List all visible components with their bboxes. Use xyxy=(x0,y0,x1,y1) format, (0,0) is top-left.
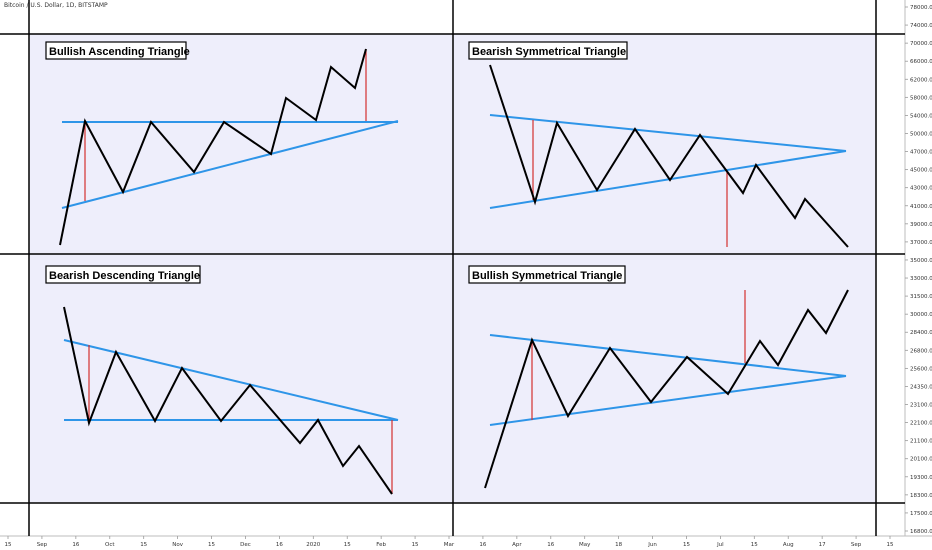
price-tick-label: 70000.00 xyxy=(910,41,932,47)
price-tick-label: 17500.00 xyxy=(910,511,932,517)
trendline xyxy=(489,114,847,152)
price-tick-label: 26800.00 xyxy=(910,348,932,354)
time-tick-label: Jul xyxy=(716,542,724,548)
panel-title-box xyxy=(468,265,626,284)
trendline xyxy=(489,150,847,209)
time-tick-label: 15 xyxy=(887,542,894,548)
price-tick-label: 18300.00 xyxy=(910,493,932,499)
time-tick-label: 15 xyxy=(344,542,351,548)
time-tick-label: Apr xyxy=(512,542,522,548)
time-tick-label: Sep xyxy=(851,542,862,548)
panel-title: Bullish Ascending Triangle xyxy=(49,46,190,58)
price-tick-label: 39000.00 xyxy=(910,222,932,228)
price-tick-label: 35000.00 xyxy=(910,258,932,264)
chart-header: Bitcoin / U.S. Dollar, 1D, BITSTAMP xyxy=(4,2,108,9)
time-tick-label: 16 xyxy=(72,542,79,548)
panel-3-background xyxy=(29,254,453,503)
price-tick-label: 74000.00 xyxy=(910,23,932,29)
price-tick-label: 58000.00 xyxy=(910,95,932,101)
price-tick-label: 23100.00 xyxy=(910,403,932,409)
time-tick-label: 15 xyxy=(751,542,758,548)
panel-title: Bullish Symmetrical Triangle xyxy=(472,270,622,282)
time-tick-label: 16 xyxy=(479,542,486,548)
price-tick-label: 54000.00 xyxy=(910,113,932,119)
time-tick-label: 15 xyxy=(683,542,690,548)
price-tick-label: 37000.00 xyxy=(910,240,932,246)
panel-title-box xyxy=(468,41,628,60)
price-tick-label: 45000.00 xyxy=(910,168,932,174)
price-tick-label: 78000.00 xyxy=(910,5,932,11)
price-tick-label: 47000.00 xyxy=(910,150,932,156)
time-tick-label: Mar xyxy=(444,542,455,548)
price-tick-label: 30000.00 xyxy=(910,312,932,318)
price-tick-label: 16800.00 xyxy=(910,529,932,535)
time-tick-label: 15 xyxy=(412,542,419,548)
time-tick-label: Dec xyxy=(240,542,251,548)
time-tick-label: 16 xyxy=(547,542,554,548)
price-tick-label: 50000.00 xyxy=(910,131,932,137)
price-path xyxy=(484,289,849,489)
price-tick-label: 41000.00 xyxy=(910,204,932,210)
panel-title-box xyxy=(45,41,187,60)
panel-2-background xyxy=(453,34,876,254)
price-tick-label: 33000.00 xyxy=(910,276,932,282)
price-tick-label: 31500.00 xyxy=(910,294,932,300)
time-tick-label: May xyxy=(579,542,591,548)
time-tick-label: Sep xyxy=(37,542,48,548)
price-tick-label: 66000.00 xyxy=(910,59,932,65)
time-tick-label: Aug xyxy=(783,542,794,548)
panel-2: Bearish Symmetrical Triangle xyxy=(468,41,849,248)
price-tick-label: 25600.00 xyxy=(910,366,932,372)
panel-4: Bullish Symmetrical Triangle xyxy=(468,265,849,489)
time-tick-label: Feb xyxy=(376,542,386,548)
time-tick-label: 16 xyxy=(276,542,283,548)
panel-3: Bearish Descending Triangle xyxy=(45,265,399,495)
price-tick-label: 62000.00 xyxy=(910,77,932,83)
time-tick-label: Nov xyxy=(172,542,183,548)
time-tick-label: 15 xyxy=(5,542,12,548)
time-tick-label: Jun xyxy=(647,542,657,548)
panel-title: Bearish Descending Triangle xyxy=(49,270,200,282)
panel-title: Bearish Symmetrical Triangle xyxy=(472,46,626,58)
trendline xyxy=(489,375,847,426)
time-tick-label: 15 xyxy=(208,542,215,548)
panel-1-background xyxy=(29,34,453,254)
price-tick-label: 19300.00 xyxy=(910,475,932,481)
trendline xyxy=(63,339,399,421)
price-tick-label: 22100.00 xyxy=(910,421,932,427)
price-tick-label: 28400.00 xyxy=(910,330,932,336)
panel-1: Bullish Ascending Triangle xyxy=(45,41,399,246)
time-tick-label: Oct xyxy=(105,542,115,548)
trendline xyxy=(489,334,847,377)
trendline xyxy=(61,120,399,209)
time-tick-label: 15 xyxy=(140,542,147,548)
panel-title-box xyxy=(45,265,201,284)
time-tick-label: 17 xyxy=(819,542,826,548)
price-tick-label: 24350.00 xyxy=(910,384,932,390)
price-tick-label: 43000.00 xyxy=(910,186,932,192)
price-path xyxy=(59,48,367,246)
time-tick-label: 18 xyxy=(615,542,622,548)
price-path xyxy=(63,306,393,495)
price-tick-label: 20100.00 xyxy=(910,457,932,463)
price-path xyxy=(489,64,849,248)
panel-4-background xyxy=(453,254,876,503)
price-tick-label: 21100.00 xyxy=(910,439,932,445)
time-tick-label: 2020 xyxy=(306,542,320,548)
